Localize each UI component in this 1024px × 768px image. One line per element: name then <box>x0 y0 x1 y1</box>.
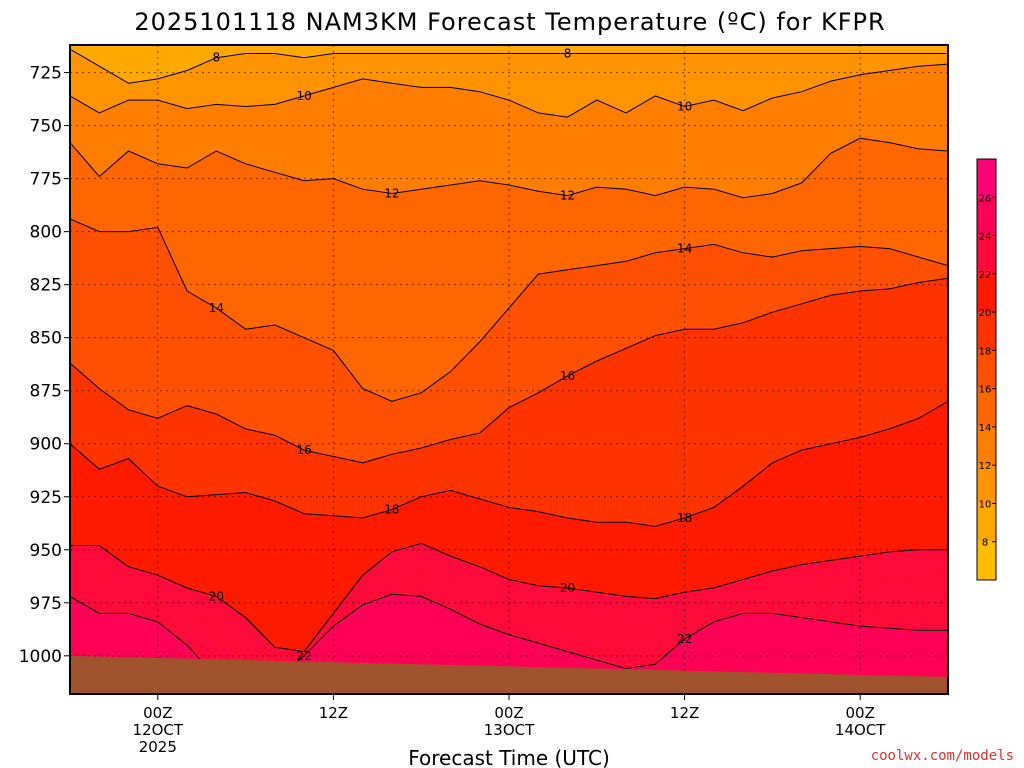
y-tick-label: 800 <box>30 223 62 243</box>
contour-line <box>69 400 949 527</box>
contour-label: 18 <box>677 511 692 525</box>
contour-line <box>69 137 949 199</box>
contour-line <box>69 63 949 118</box>
chart-title: 2025101118 NAM3KM Forecast Temperature (… <box>134 8 885 36</box>
contour-label: 14 <box>677 242 692 256</box>
colorbar-label: 16 <box>979 385 992 396</box>
contour-label: 16 <box>296 443 311 457</box>
contour-label: 8 <box>564 46 572 60</box>
x-tick-label: 2025 <box>139 738 177 756</box>
temperature-band <box>70 138 948 402</box>
colorbar-segment <box>977 388 996 427</box>
x-tick-label: 14OCT <box>835 721 886 739</box>
contour-label: 14 <box>209 301 224 315</box>
contour-label: 10 <box>677 100 692 114</box>
y-tick-label: 875 <box>30 382 62 402</box>
y-tick-label: 825 <box>30 276 62 296</box>
contour-line <box>69 218 949 402</box>
x-axis-label: Forecast Time (UTC) <box>408 746 610 768</box>
colorbar-segment <box>977 197 996 236</box>
contour-label: 22 <box>296 649 311 663</box>
colorbar-segment <box>977 273 996 313</box>
credit-text: coolwx.com/models <box>871 748 1014 764</box>
temperature-band <box>70 543 948 682</box>
y-tick-label: 775 <box>30 170 62 190</box>
contour-line <box>70 542 948 653</box>
contour-line <box>69 48 948 84</box>
colorbar-label: 8 <box>982 538 988 549</box>
colorbar-label: 20 <box>979 308 992 319</box>
y-tick-label: 750 <box>30 117 62 137</box>
contour-label: 22 <box>677 632 692 646</box>
colorbar-segment <box>977 159 996 198</box>
colorbar-label: 12 <box>979 461 992 472</box>
colorbar-segment <box>977 312 996 351</box>
y-axis: 725 750 775 800 825 850 875 900 925 950 975 1000 <box>19 64 70 667</box>
x-tick-label: 12OCT <box>133 721 184 739</box>
colorbar-label: 24 <box>979 232 992 243</box>
grid-layer <box>70 45 948 694</box>
colorbar-label: 22 <box>979 270 992 281</box>
colorbar-segment <box>977 503 996 542</box>
y-tick-label: 850 <box>30 329 62 349</box>
contour-label: 18 <box>384 502 399 516</box>
contour-label: 20 <box>560 581 575 595</box>
contour-label: 16 <box>560 369 575 383</box>
y-tick-label: 725 <box>30 64 62 84</box>
colorbar: 8 10 12 14 16 18 20 22 24 26 <box>976 158 997 581</box>
colorbar-label: 10 <box>979 499 992 510</box>
x-tick-label: 12Z <box>319 704 348 722</box>
x-tick-label: 12Z <box>670 704 699 722</box>
colorbar-segment <box>977 541 996 580</box>
contour-label: 20 <box>209 589 224 603</box>
terrain-fill <box>70 655 948 694</box>
y-tick-label: 1000 <box>19 647 62 667</box>
colorbar-label: 26 <box>979 193 992 204</box>
colorbar-segment <box>977 426 996 466</box>
contour-label: 12 <box>560 189 575 203</box>
y-tick-label: 975 <box>30 594 62 614</box>
contour-label: 8 <box>213 51 221 65</box>
colorbar-frame <box>976 158 997 581</box>
y-tick-label: 950 <box>30 541 62 561</box>
colorbar-segment <box>977 465 996 504</box>
colorbar-segment <box>977 350 996 389</box>
y-tick-label: 925 <box>30 488 62 508</box>
x-tick-label: 00Z <box>846 704 875 722</box>
contour-label: 10 <box>296 89 311 103</box>
temperature-band <box>70 45 948 84</box>
x-tick-label: 00Z <box>494 704 523 722</box>
contour-label-layer: 8 8 10 10 12 12 14 14 16 16 18 18 20 20 22 22 <box>209 46 693 662</box>
x-tick-label: 00Z <box>143 704 172 722</box>
colorbar-segment <box>977 235 996 274</box>
colorbar-label: 18 <box>979 346 992 357</box>
terrain-layer <box>70 655 948 694</box>
contour-label: 12 <box>384 186 399 200</box>
colorbar-label: 14 <box>979 423 992 434</box>
temperature-band <box>70 278 948 527</box>
y-tick-label: 900 <box>30 435 62 455</box>
contour-line <box>69 277 949 464</box>
x-tick-label: 13OCT <box>484 721 535 739</box>
